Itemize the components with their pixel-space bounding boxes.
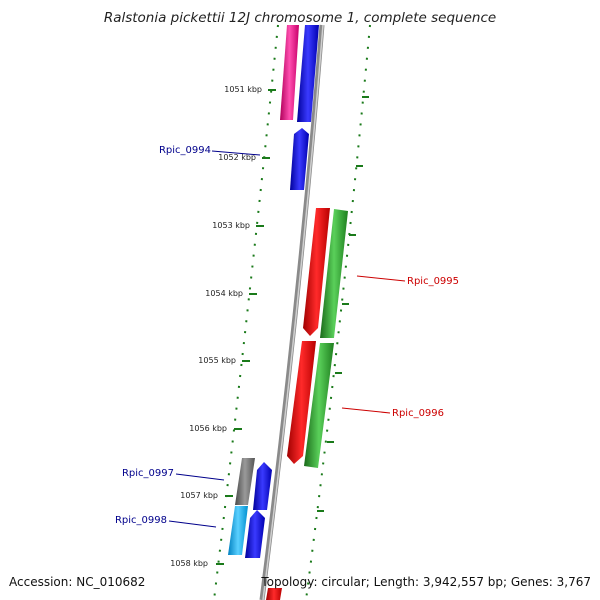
gene-feature-rpic-0994[interactable] <box>290 128 309 190</box>
gene-feature-rpic-0997[interactable] <box>235 458 255 505</box>
outer-scale-ring <box>305 24 371 600</box>
tick-label: 1051 kbp <box>224 85 262 94</box>
topology-summary: Topology: circular; Length: 3,942,557 bp… <box>261 575 591 589</box>
tick-label: 1053 kbp <box>212 221 250 230</box>
gene-label-rpic-0994[interactable]: Rpic_0994 <box>159 145 211 156</box>
major-ticks <box>216 89 276 565</box>
gene-feature-blue-top[interactable] <box>297 25 319 122</box>
accession-text: Accession: NC_010682 <box>9 575 146 589</box>
tick-label: 1058 kbp <box>170 559 208 568</box>
gene-feature-magenta-top[interactable] <box>280 25 299 120</box>
map-title: Ralstonia pickettii 12J chromosome 1, co… <box>103 10 497 26</box>
gene-label-rpic-0998[interactable]: Rpic_0998 <box>115 515 167 526</box>
gene-feature-rpic-0998[interactable] <box>228 506 248 555</box>
gene-labels[interactable]: Rpic_0994 Rpic_0995 Rpic_0996 Rpic_0997 … <box>115 145 459 526</box>
gene-leader-lines <box>168 150 406 528</box>
tick-label: 1056 kbp <box>189 424 227 433</box>
tick-label: 1054 kbp <box>205 289 243 298</box>
chromosome-backbone <box>259 24 325 600</box>
gene-feature-red-0996[interactable] <box>287 341 316 464</box>
gene-feature-red-bottom[interactable] <box>266 588 282 600</box>
gene-feature-blue-0998[interactable] <box>245 510 265 558</box>
tick-labels: 1051 kbp 1052 kbp 1053 kbp 1054 kbp 1055… <box>170 85 262 568</box>
gene-feature-rpic-0995[interactable] <box>320 209 348 338</box>
gene-label-rpic-0995[interactable]: Rpic_0995 <box>407 276 459 287</box>
outer-ring-marks <box>317 96 369 512</box>
tick-label: 1057 kbp <box>180 491 218 500</box>
inner-scale-ring <box>213 24 279 600</box>
gene-label-rpic-0997[interactable]: Rpic_0997 <box>122 468 174 479</box>
gene-feature-blue-0997[interactable] <box>253 462 272 510</box>
gene-feature-rpic-0996[interactable] <box>304 343 334 468</box>
tick-label: 1052 kbp <box>218 153 256 162</box>
gene-label-rpic-0996[interactable]: Rpic_0996 <box>392 408 444 419</box>
gene-feature-red-0995[interactable] <box>303 208 330 336</box>
tick-label: 1055 kbp <box>198 356 236 365</box>
chromosome-backbone-highlight <box>262 24 324 600</box>
gene-features[interactable] <box>228 25 348 600</box>
